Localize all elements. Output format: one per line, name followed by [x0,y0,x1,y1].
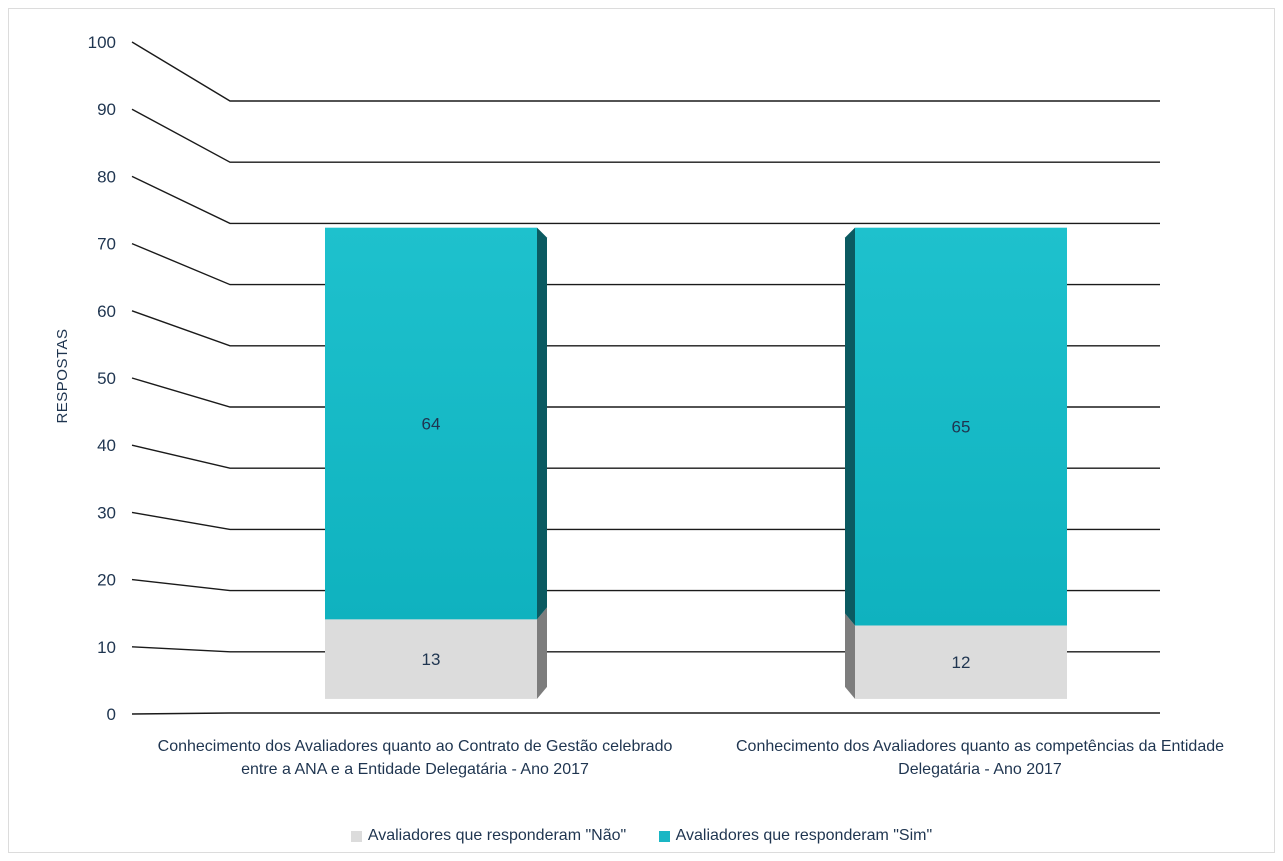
value-label-nao-1: 12 [952,653,971,672]
y-tick-70: 70 [97,235,116,254]
y-tick-0: 0 [107,705,116,724]
legend-label-sim: Avaliadores que responderam "Sim" [676,827,933,845]
category-label-competencies: Conhecimento dos Avaliadores quanto as c… [720,735,1240,781]
legend-swatch-sim [659,831,670,842]
bar-side-nao-0 [537,607,547,699]
y-tick-50: 50 [97,369,116,388]
y-tick-100: 100 [88,33,116,52]
legend-swatch-nao [351,831,362,842]
gridline-0 [132,713,1160,714]
gridline-100 [132,42,1160,101]
y-axis-title: RESPOSTAS [54,328,71,423]
bar-side-nao-1 [845,613,855,698]
y-tick-30: 30 [97,503,116,522]
value-label-nao-0: 13 [422,650,441,669]
legend-item-sim: Avaliadores que responderam "Sim" [659,827,933,845]
bar-side-sim-1 [845,228,855,626]
legend: Avaliadores que responderam "Não" Avalia… [0,827,1283,847]
legend-label-nao: Avaliadores que responderam "Não" [368,827,626,845]
value-label-sim-0: 64 [422,415,441,434]
value-label-sim-1: 65 [952,418,971,437]
y-tick-40: 40 [97,436,116,455]
gridline-90 [132,109,1160,162]
bars: 13 64 12 65 [325,228,1067,699]
bar-side-sim-0 [537,228,547,620]
y-tick-80: 80 [97,167,116,186]
y-tick-60: 60 [97,302,116,321]
y-axis-ticks: 0 10 20 30 40 50 60 70 80 90 100 [88,33,116,724]
y-tick-10: 10 [97,638,116,657]
gridline-80 [132,176,1160,223]
legend-item-nao: Avaliadores que responderam "Não" [351,827,626,845]
y-tick-90: 90 [97,100,116,119]
y-tick-20: 20 [97,571,116,590]
category-label-contract: Conhecimento dos Avaliadores quanto ao C… [155,735,675,781]
